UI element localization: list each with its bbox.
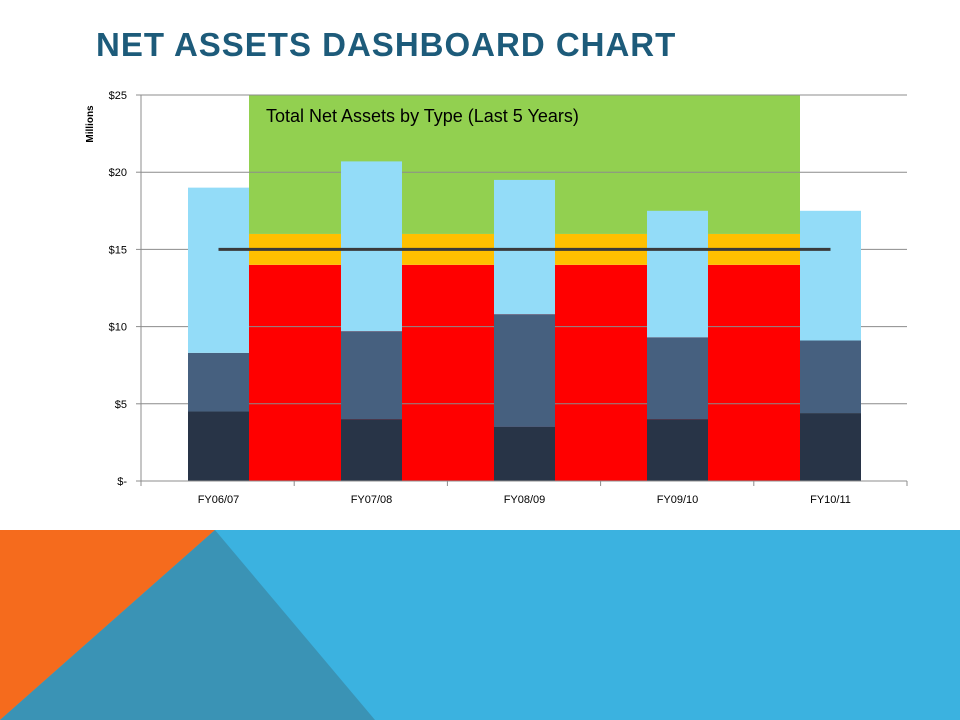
bar-segment-top [800,210,861,341]
bar-segment-middle [647,337,708,420]
tick-labels: $- $5 $10 $15 $20 $25 FY06/07 FY07/08 FY08/09 FY0… [109,90,851,506]
bar-segment-bottom [188,411,249,481]
x-tick-label: FY07/08 [351,494,393,506]
bar-stacks [188,161,861,481]
y-axis-label: Millions [85,105,96,143]
y-tick-label: $20 [109,167,127,179]
bar-segment-top [494,179,555,315]
bar-segment-bottom [341,419,402,481]
footer-teal-triangle [0,530,375,720]
y-tick-label: $15 [109,244,127,256]
footer-decoration [0,530,960,720]
bar-segment-bottom [494,426,555,481]
axes [136,94,908,486]
bar-segment-middle [494,314,555,427]
y-tick-label: $5 [115,399,127,411]
x-tick-label: FY08/09 [504,494,546,506]
x-tick-label: FY09/10 [657,494,699,506]
bar-segment-top [188,187,249,353]
slide-title: NET ASSETS DASHBOARD CHART [96,26,677,63]
chart-title: Total Net Assets by Type (Last 5 Years) [266,106,579,126]
bar-segment-middle [188,352,249,412]
x-tick-label: FY06/07 [198,494,240,506]
bar-segment-top [647,210,708,338]
bar-segment-top [341,161,402,332]
bar-segment-bottom [647,419,708,481]
bar-segment-bottom [800,413,861,481]
bar-segment-middle [800,340,861,414]
y-tick-label: $- [117,476,127,488]
y-tick-label: $10 [109,322,127,334]
bar-segment-middle [341,331,402,420]
y-tick-label: $25 [109,90,127,102]
x-tick-label: FY10/11 [810,494,851,506]
